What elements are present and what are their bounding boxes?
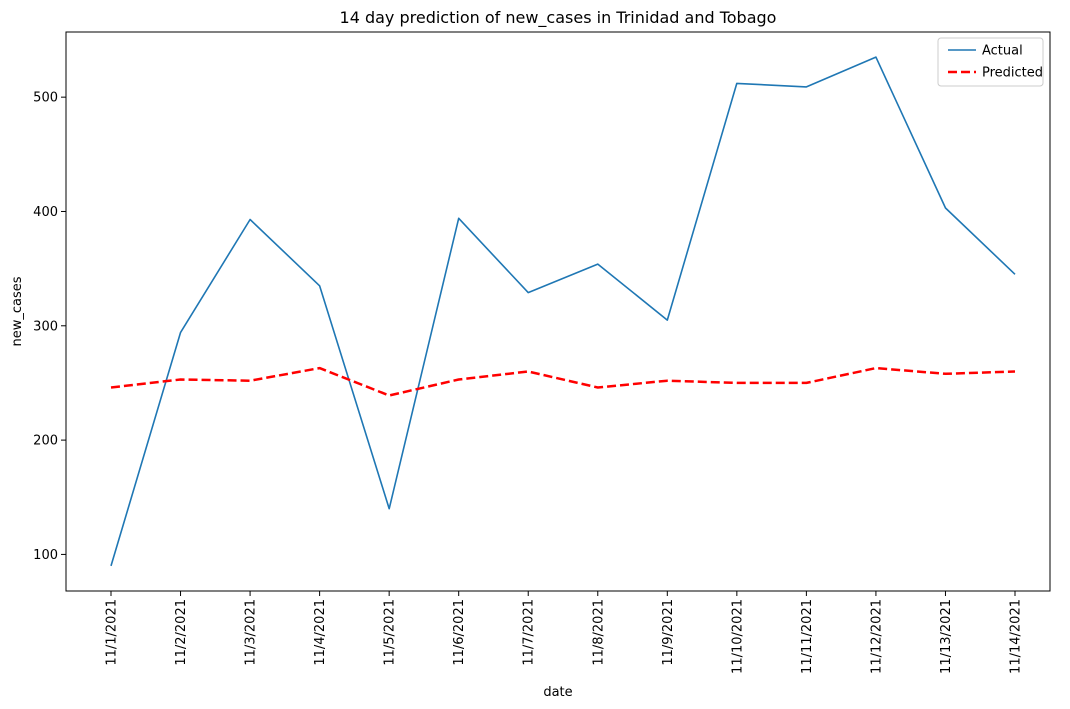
x-tick-label: 11/2/2021 [174, 599, 189, 666]
x-tick-label: 11/10/2021 [730, 599, 745, 674]
x-tick-label: 11/8/2021 [591, 599, 606, 666]
x-tick-label: 11/3/2021 [244, 599, 259, 666]
x-tick-label: 11/7/2021 [522, 599, 537, 666]
x-tick-label: 11/12/2021 [869, 599, 884, 674]
series-line-actual [110, 56, 1016, 567]
series-line-predicted [110, 366, 1016, 397]
plot-area [65, 31, 1051, 592]
y-tick-label: 200 [33, 434, 58, 449]
y-axis: 100 200 300 400 500 [33, 91, 66, 563]
x-axis-title: date [543, 685, 572, 700]
y-tick-label: 500 [33, 91, 58, 106]
y-axis-title: new_cases [10, 276, 25, 346]
y-tick-label: 300 [33, 319, 58, 334]
legend-label-predicted: Predicted [982, 66, 1043, 81]
y-tick-label: 100 [33, 548, 58, 563]
legend: Actual Predicted [937, 37, 1044, 87]
x-tick-label: 11/13/2021 [939, 599, 954, 674]
x-tick-label: 11/9/2021 [661, 599, 676, 666]
y-tick-label: 400 [33, 205, 58, 220]
x-axis: 11/1/2021 11/2/2021 11/3/2021 11/4/2021 11/5… [105, 591, 1024, 674]
x-tick-label: 11/5/2021 [383, 599, 398, 666]
x-tick-label: 11/4/2021 [313, 599, 328, 666]
x-tick-label: 11/6/2021 [452, 599, 467, 666]
series-layer [110, 56, 1016, 567]
x-tick-label: 11/14/2021 [1009, 599, 1024, 674]
x-tick-label: 11/1/2021 [105, 599, 120, 666]
chart-title: 14 day prediction of new_cases in Trinid… [340, 8, 777, 28]
legend-label-actual: Actual [982, 44, 1023, 59]
x-tick-label: 11/11/2021 [800, 599, 815, 674]
